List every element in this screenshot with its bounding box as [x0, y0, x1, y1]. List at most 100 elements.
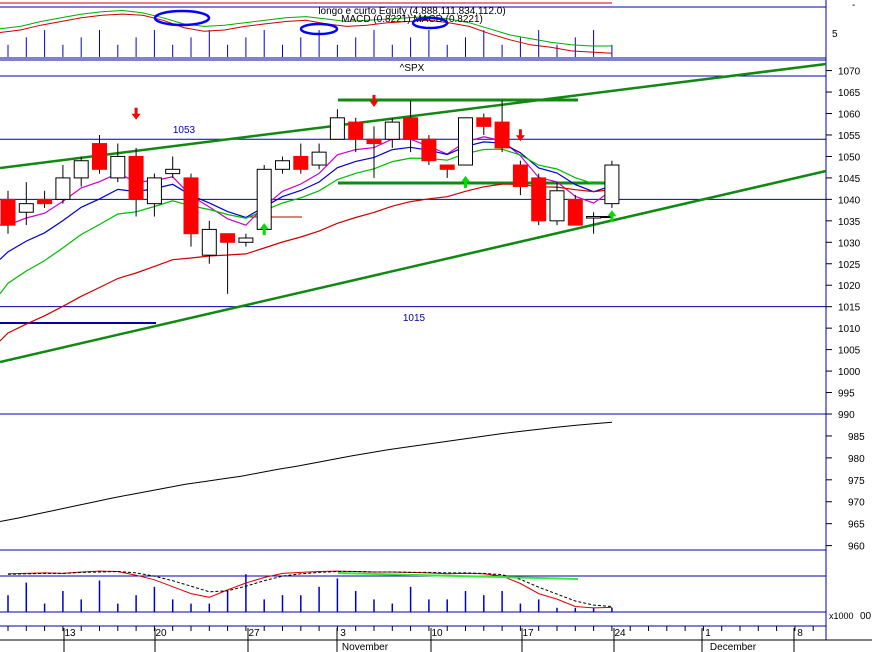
candle-body [403, 117, 419, 140]
candle-body [92, 143, 107, 170]
price-tick-label: 1035 [838, 217, 861, 228]
macd-axis-label: 00 [860, 611, 872, 622]
price-tick-label: 1040 [838, 195, 861, 206]
candle-body [110, 155, 126, 179]
candle-body [220, 233, 236, 243]
candle-body [348, 121, 364, 140]
signal-line [7, 570, 612, 607]
candle-body [293, 155, 309, 170]
price-axis: 990 995 1000 1005 1010 1015 1020 1025 1030 1035 10… [826, 67, 861, 421]
index-panel: 960 965 970 975 980 985 [0, 421, 865, 553]
level-label-1015: 1015 [403, 313, 426, 324]
x-tick-label: 3 [340, 628, 346, 639]
candle-body [604, 164, 620, 205]
candle-body [165, 168, 181, 175]
x-tick-label: 20 [155, 628, 167, 639]
price-tick-label: 1020 [838, 281, 861, 292]
moving-average-line [0, 148, 612, 295]
equity-label: longo e curto Equity (4,888,111,834,112.… [318, 6, 505, 17]
candle-body [146, 177, 162, 205]
x-tick-label: 1 [705, 628, 711, 639]
candle-body [458, 117, 473, 166]
index-tick-label: 975 [848, 476, 865, 487]
candle-body [567, 198, 583, 226]
lower-channel-line [0, 169, 827, 364]
highlight-ellipse [299, 22, 339, 36]
macd-top-label: MACD (0.8221) MACD (0.8221) [341, 14, 483, 25]
index-line [0, 421, 613, 522]
price-tick-label: 1010 [838, 324, 861, 335]
price-tick-label: 1015 [838, 303, 861, 314]
candle-body [0, 198, 16, 226]
x-tick-label: 13 [64, 628, 76, 639]
candle-body [512, 164, 528, 187]
price-tick-label: 1005 [838, 346, 861, 357]
x-tick-label: 10 [431, 628, 443, 639]
candle-body [128, 155, 144, 200]
macd-panel [7, 570, 613, 612]
x-tick-label: 8 [797, 628, 803, 639]
index-tick-label: 985 [848, 432, 865, 443]
chart-title: ^SPX [400, 63, 425, 74]
index-tick-label: 980 [848, 454, 865, 465]
candle-body [439, 164, 455, 170]
equity-line [0, 9, 612, 47]
upper-channel-line [0, 62, 827, 170]
sell-arrow [131, 107, 141, 120]
buy-arrow [607, 210, 617, 223]
buy-arrow [461, 175, 470, 188]
price-tick-label: 990 [838, 410, 855, 421]
price-tick-label: 1030 [838, 238, 861, 249]
candle-body [55, 177, 71, 200]
candle-body [366, 138, 382, 145]
candle-body [238, 237, 254, 243]
macd-trend-line [337, 572, 579, 580]
highlight-ellipses [153, 9, 449, 36]
candle-body [73, 160, 89, 179]
moving-average-line [0, 183, 612, 342]
x-axis: 13 20 27 3 10 17 24 1 8 November December [7, 626, 814, 652]
candle-body [586, 216, 602, 219]
price-tick-label: 1065 [838, 88, 861, 99]
sell-arrow [369, 94, 379, 107]
candle-body [549, 190, 565, 222]
candle-body [311, 151, 327, 166]
candle-body [494, 121, 510, 149]
x-tick-label: 17 [522, 628, 534, 639]
candle-body [329, 117, 345, 140]
index-tick-label: 970 [848, 498, 865, 509]
top-axis-label: 5 [832, 29, 838, 40]
x-tick-label: 27 [248, 628, 260, 639]
candle-body [201, 228, 217, 256]
candle-body [421, 138, 437, 162]
price-tick-label: 1000 [838, 367, 861, 378]
index-tick-label: 965 [848, 520, 865, 531]
signal-arrows [131, 94, 617, 236]
candlesticks [0, 100, 620, 294]
price-tick-label: 1055 [838, 131, 861, 142]
level-label-1053: 1053 [173, 125, 196, 136]
x-tick-label: 24 [614, 628, 626, 639]
candle-body [531, 177, 547, 222]
index-tick-label: 960 [848, 542, 865, 553]
equity-line [0, 13, 613, 54]
price-tick-label: 1070 [838, 67, 861, 78]
candle-body [37, 198, 53, 205]
x-month-label: November [342, 642, 389, 652]
highlight-ellipse [153, 9, 211, 27]
candle-body [183, 177, 199, 235]
equity-panel [0, 2, 613, 57]
candle-body [275, 160, 290, 170]
multiplier-label: x1000 [829, 611, 854, 621]
candle-body [476, 117, 492, 127]
x-month-label: December [710, 642, 757, 652]
price-tick-label: 1045 [838, 174, 861, 185]
sell-arrow [515, 129, 525, 142]
price-tick-label: 1050 [838, 152, 861, 163]
candle-body [256, 168, 272, 230]
price-tick-label: 995 [838, 389, 855, 400]
top-axis-tick: - [852, 0, 855, 11]
